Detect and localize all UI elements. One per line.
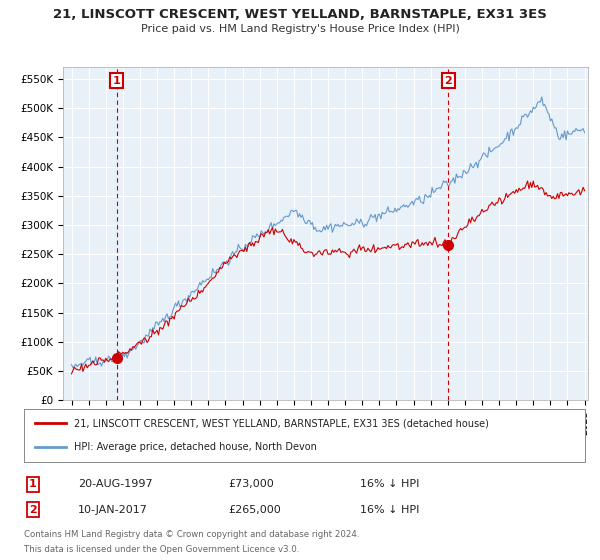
Text: £265,000: £265,000 (228, 505, 281, 515)
Text: Price paid vs. HM Land Registry's House Price Index (HPI): Price paid vs. HM Land Registry's House … (140, 24, 460, 34)
Text: 2: 2 (445, 76, 452, 86)
Text: 16% ↓ HPI: 16% ↓ HPI (360, 479, 419, 489)
Text: 1: 1 (29, 479, 37, 489)
Text: This data is licensed under the Open Government Licence v3.0.: This data is licensed under the Open Gov… (24, 545, 299, 554)
Text: 1: 1 (113, 76, 121, 86)
Text: Contains HM Land Registry data © Crown copyright and database right 2024.: Contains HM Land Registry data © Crown c… (24, 530, 359, 539)
Text: 2: 2 (29, 505, 37, 515)
Text: 20-AUG-1997: 20-AUG-1997 (78, 479, 152, 489)
Text: HPI: Average price, detached house, North Devon: HPI: Average price, detached house, Nort… (74, 442, 317, 452)
Text: £73,000: £73,000 (228, 479, 274, 489)
Text: 10-JAN-2017: 10-JAN-2017 (78, 505, 148, 515)
Text: 21, LINSCOTT CRESCENT, WEST YELLAND, BARNSTAPLE, EX31 3ES: 21, LINSCOTT CRESCENT, WEST YELLAND, BAR… (53, 8, 547, 21)
Text: 16% ↓ HPI: 16% ↓ HPI (360, 505, 419, 515)
Text: 21, LINSCOTT CRESCENT, WEST YELLAND, BARNSTAPLE, EX31 3ES (detached house): 21, LINSCOTT CRESCENT, WEST YELLAND, BAR… (74, 418, 490, 428)
